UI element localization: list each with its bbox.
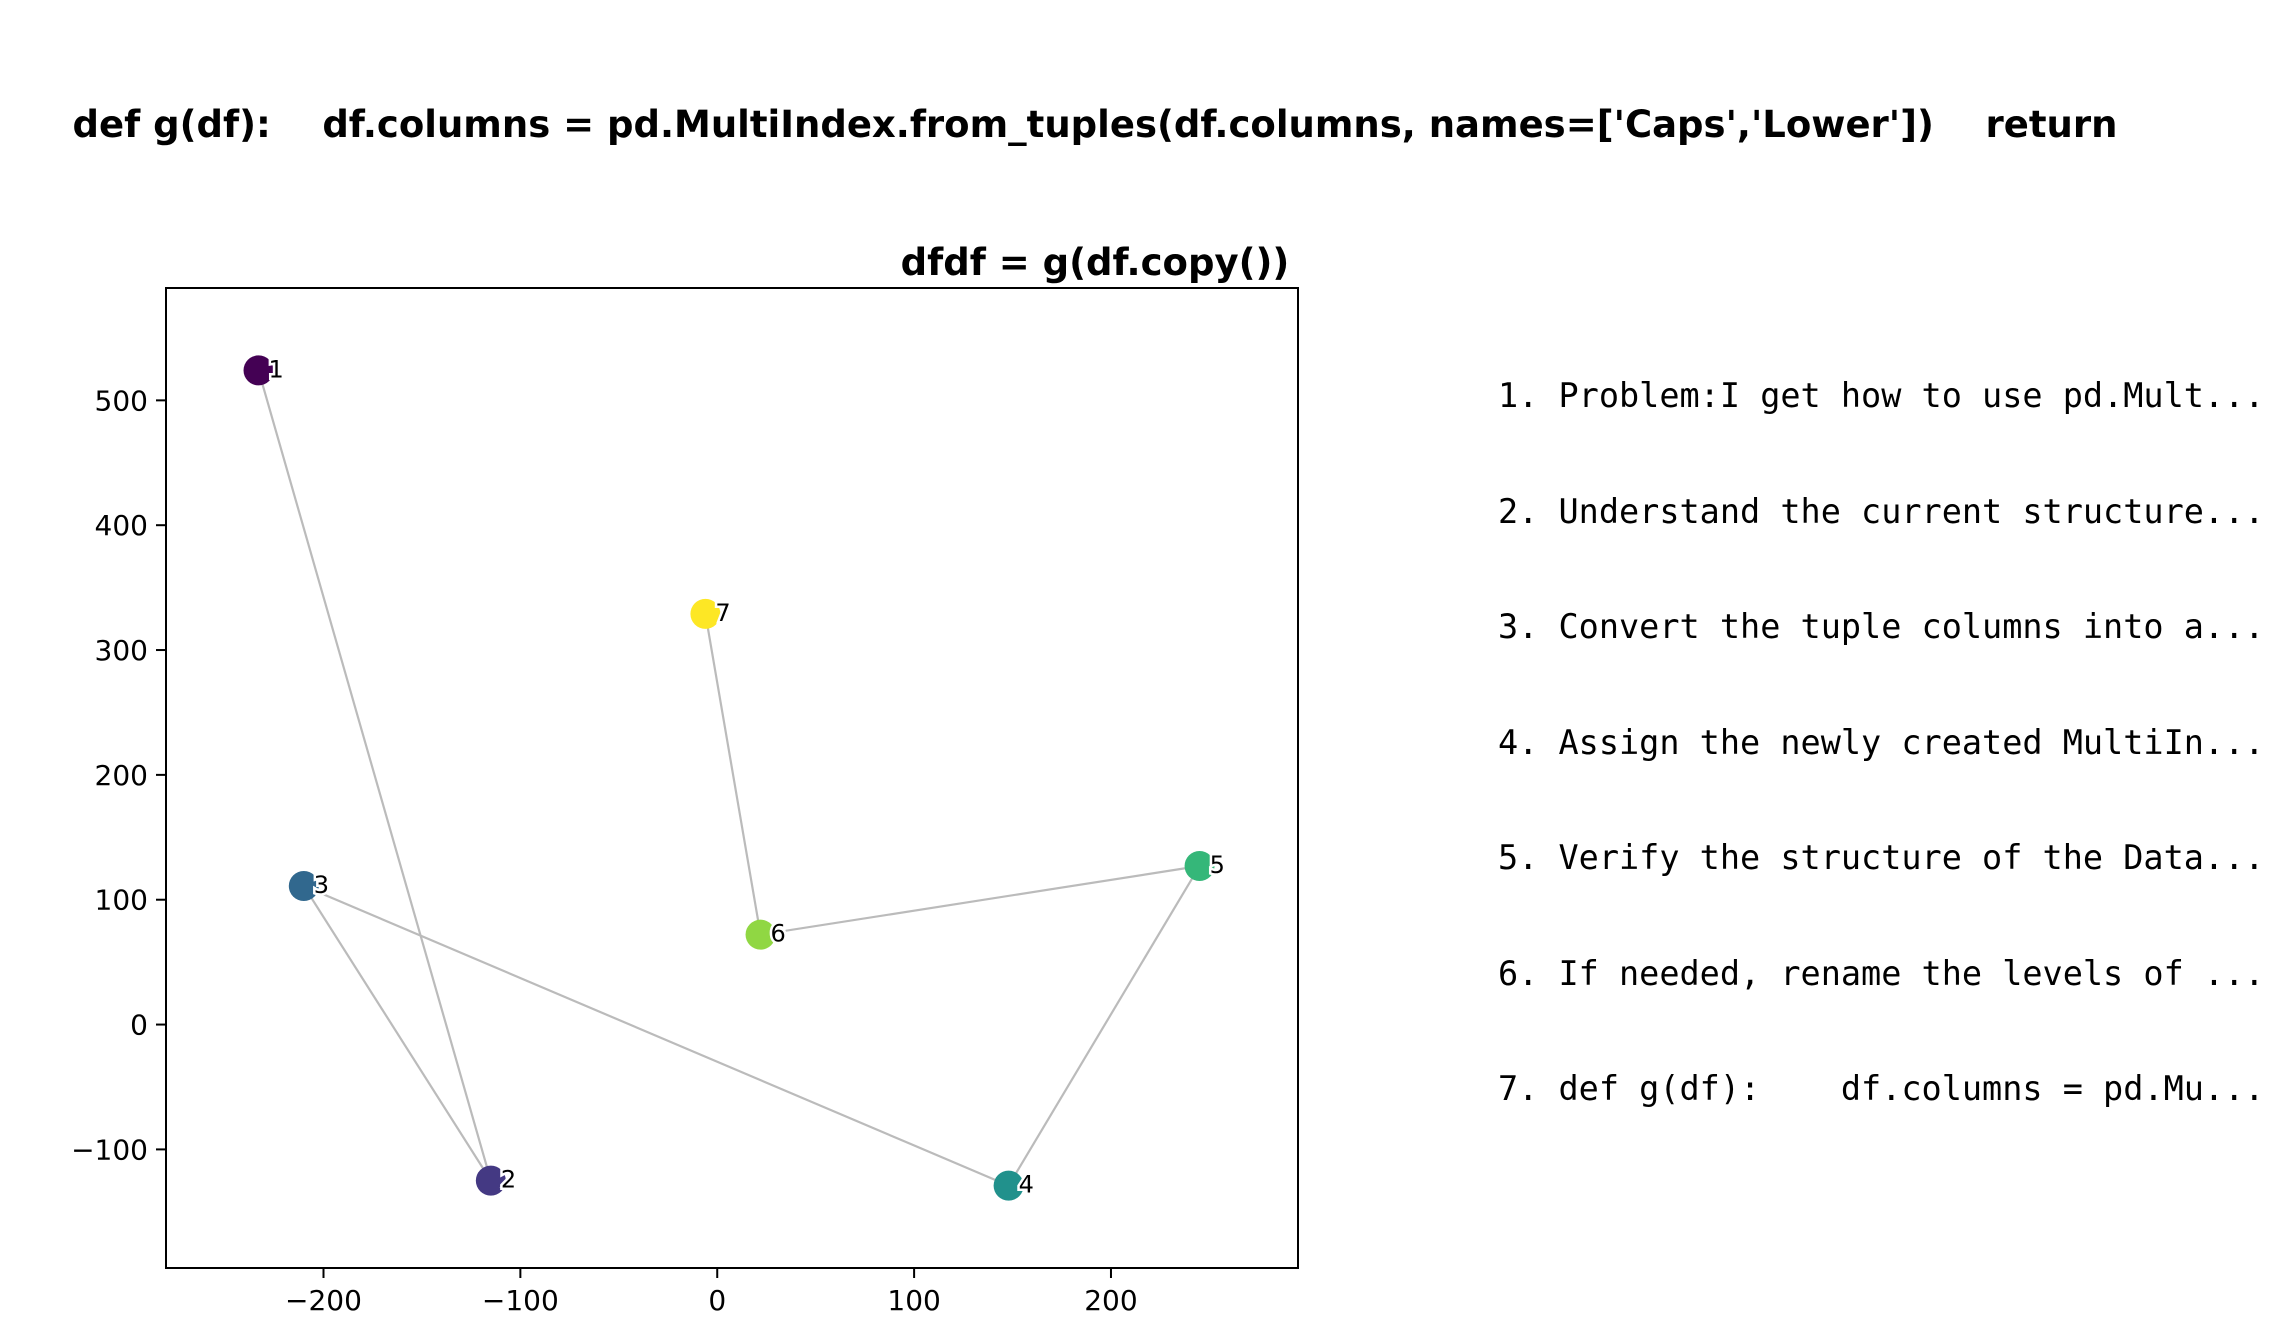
x-tick-label: −200 (285, 1284, 362, 1317)
connector-line (1007, 865, 1201, 1187)
step-item: 7. def g(df): df.columns = pd.Mu... (1498, 1069, 2265, 1108)
path-connectors (257, 370, 1201, 1187)
connector-line (303, 884, 1010, 1187)
y-tick-label: 0 (130, 1009, 148, 1042)
point-marker (993, 1170, 1024, 1201)
y-tick-label: 500 (95, 384, 148, 417)
y-tick-label: −100 (71, 1133, 148, 1166)
plot-frame (165, 287, 1299, 1269)
point-label: 7 (715, 599, 730, 627)
x-tick-label: −100 (482, 1284, 559, 1317)
point-marker (243, 355, 274, 386)
step-item: 1. Problem:I get how to use pd.Mult... (1498, 376, 2265, 415)
point-label: 6 (771, 920, 786, 948)
point-label: 2 (501, 1166, 516, 1194)
connector-line (302, 885, 492, 1182)
step-item: 4. Assign the newly created MultiIn... (1498, 722, 2265, 762)
x-tick-label: 100 (887, 1284, 940, 1317)
connector-line (704, 613, 762, 935)
chart-title-line-1: def g(df): df.columns = pd.MultiIndex.fr… (72, 103, 2118, 146)
steps-list: 1. Problem:I get how to use pd.Mult... 2… (1498, 300, 2264, 1147)
point-marker (475, 1165, 506, 1196)
chart-title-line-2: dfdf = g(df.copy()) (900, 241, 1290, 284)
y-tick-label: 200 (95, 759, 148, 792)
step-item: 3. Convert the tuple columns into a... (1498, 607, 2265, 646)
point-marker (288, 870, 319, 901)
x-tick-label: 0 (708, 1284, 726, 1317)
y-tick-label: 100 (95, 884, 148, 917)
point-markers (243, 355, 1215, 1201)
step-item: 2. Understand the current structure... (1498, 491, 2265, 531)
y-tick-label: 300 (95, 634, 148, 667)
step-item: 6. If needed, rename the levels of ... (1498, 953, 2265, 993)
chart-title: def g(df): df.columns = pd.MultiIndex.fr… (0, 10, 2190, 332)
x-tick-label: 200 (1084, 1284, 1137, 1317)
point-marker (690, 598, 721, 629)
connector-line (257, 370, 492, 1181)
y-tick-label: 400 (95, 509, 148, 542)
point-labels: 1 2 3 4 5 6 7 (266, 353, 1227, 1201)
point-label: 3 (314, 871, 329, 899)
point-marker (1184, 851, 1215, 882)
step-item: 5. Verify the structure of the Data... (1498, 838, 2265, 877)
point-label: 1 (269, 355, 284, 383)
connector-line (760, 864, 1200, 936)
x-axis-ticks: −200 −100 0 100 200 (285, 1268, 1138, 1317)
point-label: 4 (1019, 1171, 1034, 1199)
y-axis-ticks: −100 0 100 200 300 400 500 (71, 384, 166, 1166)
point-marker (745, 919, 776, 950)
point-label: 5 (1210, 851, 1225, 879)
